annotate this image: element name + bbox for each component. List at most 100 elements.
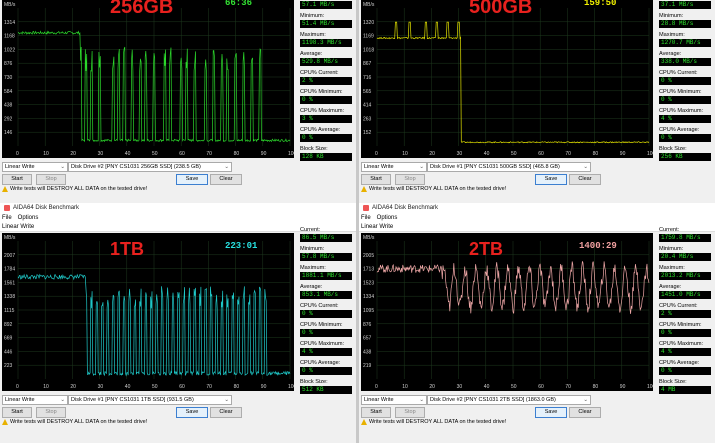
control-bar: Linear Write ⌄ Disk Drive #1 [PNY CS1031 5… — [359, 160, 715, 185]
stat-label: Current: — [659, 227, 680, 233]
x-tick-label: 50 — [511, 151, 517, 157]
test-type-dropdown[interactable]: Linear Write ⌄ — [361, 162, 427, 172]
x-tick-label: 40 — [125, 384, 131, 390]
stat-label: Maximum: — [659, 265, 685, 271]
disk-drive-value: Disk Drive #2 [PNY CS1031 256GB SSD] (23… — [71, 164, 201, 170]
start-button[interactable]: Start — [2, 174, 32, 185]
stat-value: 1198.3 MB/s — [300, 39, 352, 47]
stat-maximum: Maximum: 1881.1 MB/s — [300, 265, 352, 280]
stat-current: Current: 86.5 MB/s — [300, 227, 352, 242]
write-speed-graph: 2005 1713 1523 1334 1095 876 657 438 219 MB/s 0 10 2… — [361, 233, 653, 391]
graph-canvas: 1314 1168 1022 876 730 584 438 292 146 MB/s 0 10 20 3… — [4, 2, 294, 157]
stat-cpu-average: CPU% Average: 0 % — [659, 127, 711, 142]
stat-value: 0 % — [300, 96, 352, 104]
test-type-value: Linear Write — [5, 397, 35, 403]
stat-value: 1759.8 MB/s — [659, 234, 711, 242]
y-unit-label: MB/s — [363, 235, 375, 241]
stat-value: 512 KB — [300, 386, 352, 394]
disk-drive-dropdown[interactable]: Disk Drive #1 [PNY CS1031 500GB SSD] (46… — [427, 162, 591, 172]
stat-minimum: Minimum: 57.8 MB/s — [300, 246, 352, 261]
clear-button[interactable]: Clear — [569, 407, 601, 418]
stat-label: Block Size: — [300, 146, 328, 152]
stop-button[interactable]: Stop — [395, 174, 425, 185]
x-tick-label: 60 — [538, 151, 544, 157]
clear-button[interactable]: Clear — [210, 174, 242, 185]
start-button[interactable]: Start — [361, 407, 391, 418]
test-type-dropdown[interactable]: Linear Write ⌄ — [2, 395, 68, 405]
x-tick-label: 60 — [179, 151, 185, 157]
stat-value: 86.5 MB/s — [300, 234, 352, 242]
window-titlebar: AIDA64 Disk Benchmark — [0, 203, 356, 213]
disk-drive-dropdown[interactable]: Disk Drive #2 [PNY CS1031 256GB SSD] (23… — [68, 162, 232, 172]
save-button[interactable]: Save — [535, 174, 567, 185]
clear-button[interactable]: Clear — [569, 174, 601, 185]
stat-value: 0 % — [659, 329, 711, 337]
stat-label: Minimum: — [300, 246, 325, 252]
x-tick-label: 90 — [261, 151, 267, 157]
stop-button[interactable]: Stop — [395, 407, 425, 418]
x-tick-label: 100 % — [288, 384, 294, 390]
menu-item-file[interactable]: File — [361, 214, 371, 221]
disk-drive-dropdown[interactable]: Disk Drive #1 [PNY CS1031 1TB SSD] (931.… — [68, 395, 232, 405]
stat-cpu-current: CPU% Current: 2 % — [659, 303, 711, 318]
test-title: Linear Write — [0, 222, 356, 232]
control-bar: Linear Write ⌄ Disk Drive #2 [PNY CS1031 2… — [0, 160, 356, 185]
stat-value: 853.1 MB/s — [300, 291, 352, 299]
x-tick-label: 20 — [70, 384, 76, 390]
benchmark-window-2tb: AIDA64 Disk Benchmark File Options Linear W… — [359, 203, 715, 443]
y-tick-label: 669 — [4, 336, 13, 342]
stat-value: 256 KB — [659, 153, 711, 161]
stat-average: Average: 338.0 MB/s — [659, 51, 711, 66]
stat-label: CPU% Average: — [300, 127, 341, 133]
write-speed-series — [376, 21, 650, 144]
x-tick-label: 10 — [43, 151, 49, 157]
y-tick-label: 263 — [363, 116, 372, 122]
stop-button[interactable]: Stop — [36, 174, 66, 185]
stat-average: Average: 853.1 MB/s — [300, 284, 352, 299]
menu-item-options[interactable]: Options — [17, 214, 39, 221]
stat-cpu-minimum: CPU% Minimum: 0 % — [659, 89, 711, 104]
stat-cpu-average: CPU% Average: 0 % — [300, 360, 352, 375]
x-tick-label: 80 — [234, 151, 240, 157]
menu-item-options[interactable]: Options — [376, 214, 398, 221]
stat-label: Average: — [659, 51, 682, 57]
stat-label: Current: — [300, 227, 321, 233]
stat-value: 2 % — [659, 310, 711, 318]
disk-drive-dropdown[interactable]: Disk Drive #2 [PNY CS1031 2TB SSD] (1863… — [427, 395, 591, 405]
menu-item-file[interactable]: File — [2, 214, 12, 221]
stat-label: CPU% Minimum: — [659, 89, 702, 95]
window-titlebar: AIDA64 Disk Benchmark — [359, 203, 715, 213]
stat-average: Average: 1451.0 MB/s — [659, 284, 711, 299]
y-tick-label: 1334 — [363, 294, 374, 300]
stat-value: 0 % — [300, 310, 352, 318]
start-button[interactable]: Start — [361, 174, 391, 185]
stat-cpu-current: CPU% Current: 0 % — [659, 70, 711, 85]
start-button[interactable]: Start — [2, 407, 32, 418]
test-type-dropdown[interactable]: Linear Write ⌄ — [2, 162, 68, 172]
stat-value: 4 % — [300, 348, 352, 356]
write-speed-graph: 2007 1784 1561 1338 1115 892 669 446 223 MB/s 0 10 2… — [2, 233, 294, 391]
x-tick-label: 0 — [375, 151, 378, 157]
stat-value: 1881.1 MB/s — [300, 272, 352, 280]
y-tick-label: 152 — [363, 130, 372, 136]
test-type-dropdown[interactable]: Linear Write ⌄ — [361, 395, 427, 405]
save-button[interactable]: Save — [535, 407, 567, 418]
x-tick-label: 60 — [538, 384, 544, 390]
y-tick-label: 657 — [363, 336, 372, 342]
stat-value: 37.1 MB/s — [659, 1, 711, 9]
y-unit-label: MB/s — [4, 235, 16, 241]
stat-block-size: Block Size: 512 KB — [300, 379, 352, 394]
x-tick-label: 70 — [565, 151, 571, 157]
y-tick-label: 1018 — [363, 47, 374, 53]
warning-icon — [361, 186, 367, 192]
stat-cpu-minimum: CPU% Minimum: 0 % — [659, 322, 711, 337]
x-tick-label: 30 — [98, 384, 104, 390]
save-button[interactable]: Save — [176, 174, 208, 185]
disk-drive-value: Disk Drive #1 [PNY CS1031 1TB SSD] (931.… — [71, 397, 194, 403]
stat-maximum: Maximum: 1270.7 MB/s — [659, 32, 711, 47]
y-tick-label: 1115 — [4, 308, 15, 314]
save-button[interactable]: Save — [176, 407, 208, 418]
stat-value: 529.8 MB/s — [300, 58, 352, 66]
stop-button[interactable]: Stop — [36, 407, 66, 418]
clear-button[interactable]: Clear — [210, 407, 242, 418]
